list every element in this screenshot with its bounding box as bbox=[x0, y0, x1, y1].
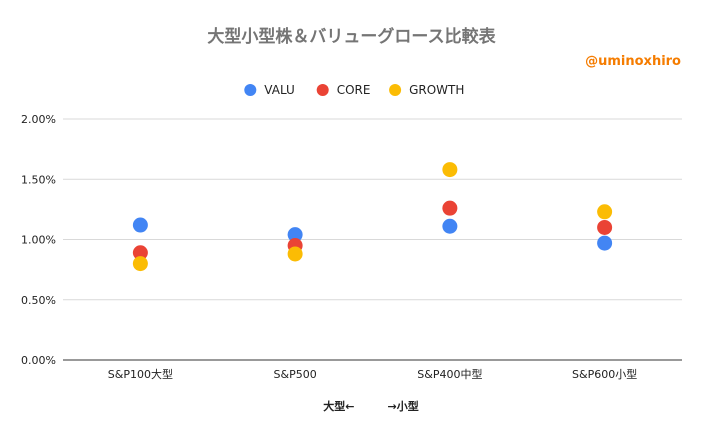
x-axis-ticks: S&P100大型 S&P500 S&P400中型 S&P600小型 bbox=[108, 367, 637, 381]
legend-marker-valu bbox=[244, 84, 257, 96]
chart-title: 大型小型株＆バリューグロース比較表 bbox=[207, 27, 496, 47]
x-axis-label: 大型← →小型 bbox=[323, 399, 418, 413]
point-growth[interactable] bbox=[442, 162, 458, 178]
x-tick-label: S&P100大型 bbox=[108, 367, 173, 381]
x-tick-label: S&P600小型 bbox=[572, 367, 637, 381]
point-core[interactable] bbox=[597, 219, 613, 235]
legend-label-valu: VALU bbox=[264, 83, 295, 97]
y-tick-label: 0.50% bbox=[21, 294, 56, 307]
legend: VALU CORE GROWTH bbox=[244, 83, 464, 97]
x-tick-label: S&P500 bbox=[274, 368, 317, 381]
point-valu[interactable] bbox=[597, 235, 613, 251]
x-tick-label: S&P400中型 bbox=[417, 367, 482, 381]
y-tick-label: 1.00% bbox=[21, 234, 56, 247]
y-tick-label: 1.50% bbox=[21, 173, 56, 186]
watermark-label: @uminoxhiro bbox=[585, 54, 681, 69]
point-valu[interactable] bbox=[442, 218, 458, 234]
point-growth[interactable] bbox=[597, 204, 613, 220]
y-tick-label: 0.00% bbox=[21, 354, 56, 367]
legend-label-growth: GROWTH bbox=[409, 83, 464, 97]
point-growth[interactable] bbox=[287, 246, 303, 262]
data-points bbox=[132, 162, 613, 272]
legend-marker-core bbox=[316, 84, 329, 96]
point-core[interactable] bbox=[442, 200, 458, 216]
y-tick-label: 2.00% bbox=[21, 113, 56, 126]
y-axis-ticks: 0.00% 0.50% 1.00% 1.50% 2.00% bbox=[21, 113, 56, 367]
point-valu[interactable] bbox=[132, 217, 148, 233]
legend-label-core: CORE bbox=[337, 83, 371, 97]
gridlines bbox=[63, 118, 682, 361]
legend-marker-growth bbox=[389, 84, 402, 96]
point-growth[interactable] bbox=[132, 256, 148, 272]
point-valu[interactable] bbox=[287, 227, 303, 243]
point-core[interactable] bbox=[132, 245, 148, 261]
